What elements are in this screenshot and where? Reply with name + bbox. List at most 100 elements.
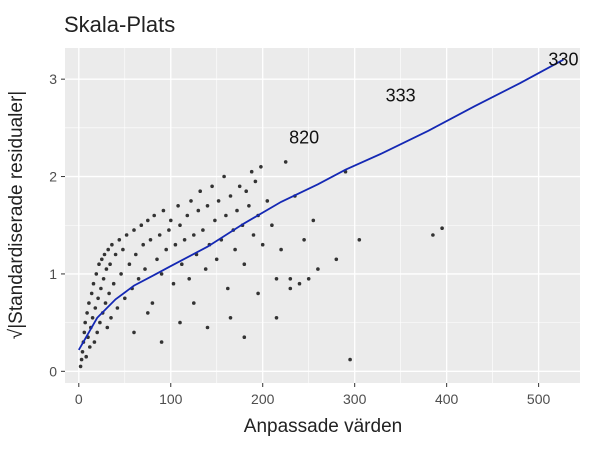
data-point [237,184,242,189]
data-point [167,228,171,232]
data-point [141,242,145,247]
data-point [103,301,108,305]
y-axis: 0 1 2 3 [49,71,65,379]
data-point [233,247,237,252]
y-tick-label: 3 [49,71,57,87]
data-point [159,340,164,344]
chart-title: Skala-Plats [64,12,175,37]
data-point [94,272,99,276]
data-point [159,272,164,276]
data-point [83,320,87,325]
data-point [78,364,83,369]
data-point [216,199,221,203]
data-point [242,335,247,340]
y-tick-label: 0 [49,363,57,379]
data-point [214,257,219,262]
x-tick-label: 400 [435,391,459,407]
data-point [101,277,106,281]
plot-area [65,48,580,383]
x-tick-label: 200 [251,391,275,407]
data-point [213,218,217,223]
data-point [224,213,228,218]
data-point [306,277,311,281]
data-point [148,238,153,242]
data-point [189,199,193,203]
data-point [182,238,187,242]
data-point [150,301,155,305]
data-point [95,330,99,335]
data-point [316,267,320,271]
data-point [104,267,109,271]
data-point [134,252,138,257]
data-point [235,208,239,213]
data-point [113,252,118,257]
data-point [121,247,125,252]
data-point [302,238,306,242]
data-point [143,267,147,271]
data-point [127,262,132,267]
data-point [90,316,95,320]
x-axis: 0 100 200 300 400 500 [75,383,551,407]
data-point [139,223,144,227]
data-point [82,330,87,335]
data-point [106,247,110,252]
data-point [192,301,196,305]
point-annotation-label: 820 [289,128,319,148]
data-point [242,262,247,267]
data-point [288,286,293,291]
data-point [253,179,258,184]
data-point [109,316,113,320]
data-point [87,301,91,305]
data-point [132,330,136,335]
data-point [210,184,214,189]
data-point [173,242,178,247]
data-point [259,165,263,169]
data-point [440,226,444,230]
data-point [176,204,180,208]
data-point [99,286,103,291]
y-tick-label: 2 [49,169,57,185]
data-point [297,281,302,286]
data-point [107,291,111,296]
data-point [198,189,202,193]
data-point [89,291,94,296]
data-point [222,174,226,179]
data-point [92,340,97,344]
minor-grid [65,48,580,383]
y-tick-label: 1 [49,266,57,282]
data-point [203,267,208,271]
data-point [247,204,251,208]
data-point [288,277,293,281]
data-point [311,218,316,223]
data-point [334,257,339,262]
data-point [161,208,166,213]
point-annotation-label: 333 [386,86,416,106]
x-tick-label: 100 [159,391,183,407]
data-point [91,281,96,286]
data-point [196,208,201,213]
data-point [115,306,120,310]
data-point [146,311,150,315]
data-point [102,252,107,257]
data-point [251,233,256,237]
data-point [279,247,283,252]
data-point [260,242,265,247]
data-point [357,238,362,242]
data-point [201,228,205,232]
data-point [192,233,196,237]
data-point [136,277,141,281]
data-point [169,218,173,223]
data-point [244,189,248,193]
data-point [178,320,182,325]
data-point [84,354,88,359]
data-point [123,296,127,301]
data-point [100,257,104,262]
data-point [110,242,114,247]
y-axis-title: √|Standardiserade residualer| [6,91,27,339]
data-point [88,345,92,349]
data-point [119,272,123,276]
data-point [132,228,136,232]
data-point [274,316,279,320]
data-point [274,277,279,281]
